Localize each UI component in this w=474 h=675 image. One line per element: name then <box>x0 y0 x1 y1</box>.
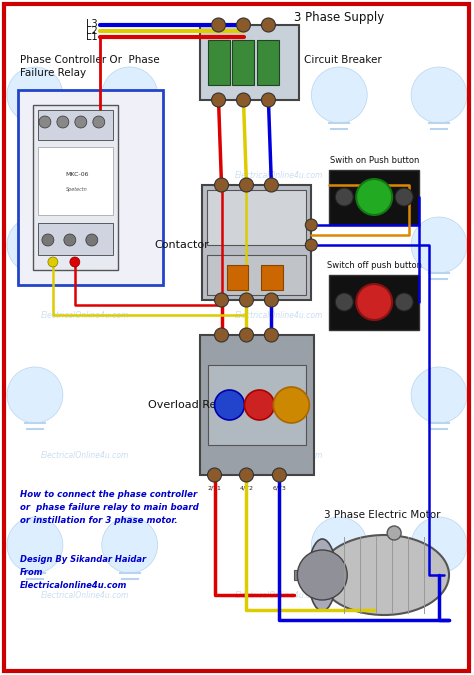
Circle shape <box>208 468 221 482</box>
Text: Circuit Breaker: Circuit Breaker <box>304 55 382 65</box>
Circle shape <box>7 217 63 273</box>
Circle shape <box>387 526 401 540</box>
Circle shape <box>305 239 317 251</box>
Circle shape <box>64 234 76 246</box>
Circle shape <box>273 468 286 482</box>
Text: MKC-06: MKC-06 <box>65 173 89 178</box>
Text: L2: L2 <box>86 26 98 36</box>
Text: Switch off push button: Switch off push button <box>327 261 422 270</box>
Circle shape <box>335 188 353 206</box>
FancyBboxPatch shape <box>200 25 300 100</box>
Circle shape <box>239 328 254 342</box>
Text: ElectricalOnline4u.com: ElectricalOnline4u.com <box>235 310 324 319</box>
FancyBboxPatch shape <box>18 90 163 285</box>
Circle shape <box>411 217 467 273</box>
Circle shape <box>262 18 275 32</box>
Circle shape <box>93 116 105 128</box>
Circle shape <box>102 517 158 573</box>
Circle shape <box>7 517 63 573</box>
FancyBboxPatch shape <box>201 185 311 300</box>
FancyBboxPatch shape <box>208 40 229 85</box>
Circle shape <box>311 67 367 123</box>
Circle shape <box>411 67 467 123</box>
Circle shape <box>42 234 54 246</box>
Circle shape <box>273 387 310 423</box>
Circle shape <box>215 328 228 342</box>
Text: ElectricalOnline4u.com: ElectricalOnline4u.com <box>41 591 129 599</box>
Circle shape <box>356 179 392 215</box>
Circle shape <box>239 468 254 482</box>
Text: How to connect the phase controller
or  phase failure relay to main board
or ins: How to connect the phase controller or p… <box>20 490 199 525</box>
FancyBboxPatch shape <box>200 335 314 475</box>
FancyBboxPatch shape <box>294 570 324 580</box>
Circle shape <box>311 517 367 573</box>
Circle shape <box>237 18 250 32</box>
Text: Swith on Push button: Swith on Push button <box>329 156 419 165</box>
Circle shape <box>264 328 278 342</box>
Circle shape <box>356 284 392 320</box>
Text: 3 Phase Electric Motor: 3 Phase Electric Motor <box>324 510 441 520</box>
FancyBboxPatch shape <box>232 40 255 85</box>
Circle shape <box>297 550 347 600</box>
Circle shape <box>102 67 158 123</box>
Circle shape <box>215 390 245 420</box>
Text: Contactor: Contactor <box>155 240 210 250</box>
Circle shape <box>211 18 226 32</box>
Text: Overload Relay: Overload Relay <box>148 400 233 410</box>
Circle shape <box>245 390 274 420</box>
Circle shape <box>395 293 413 311</box>
Circle shape <box>239 178 254 192</box>
Text: ElectricalOnline4u.com: ElectricalOnline4u.com <box>235 171 324 180</box>
Text: Design By Sikandar Haidar
From
Electricalonline4u.com: Design By Sikandar Haidar From Electrica… <box>20 555 146 591</box>
Circle shape <box>70 257 80 267</box>
Circle shape <box>215 293 228 307</box>
Ellipse shape <box>308 539 336 611</box>
Circle shape <box>215 178 228 192</box>
Text: 4/T2: 4/T2 <box>239 485 254 490</box>
Circle shape <box>264 178 278 192</box>
FancyBboxPatch shape <box>262 265 283 290</box>
Text: L3: L3 <box>86 19 98 29</box>
Text: Spetectn: Spetectn <box>66 188 88 192</box>
Circle shape <box>335 293 353 311</box>
Text: ElectricalOnline4u.com: ElectricalOnline4u.com <box>41 171 129 180</box>
FancyBboxPatch shape <box>38 147 113 215</box>
Text: L1: L1 <box>86 32 98 42</box>
Circle shape <box>75 116 87 128</box>
FancyBboxPatch shape <box>329 275 419 330</box>
FancyBboxPatch shape <box>329 170 419 225</box>
FancyBboxPatch shape <box>207 255 306 295</box>
FancyBboxPatch shape <box>33 105 118 270</box>
Circle shape <box>305 219 317 231</box>
Text: ElectricalOnline4u.com: ElectricalOnline4u.com <box>41 310 129 319</box>
Circle shape <box>411 517 467 573</box>
Circle shape <box>264 293 278 307</box>
Circle shape <box>239 293 254 307</box>
Circle shape <box>211 93 226 107</box>
FancyBboxPatch shape <box>38 110 113 140</box>
FancyBboxPatch shape <box>38 223 113 255</box>
Text: ElectricalOnline4u.com: ElectricalOnline4u.com <box>235 591 324 599</box>
Circle shape <box>7 67 63 123</box>
Text: ElectricalOnline4u.com: ElectricalOnline4u.com <box>235 450 324 460</box>
Ellipse shape <box>319 535 449 615</box>
Text: 2/T1: 2/T1 <box>208 485 221 490</box>
Text: 6/T3: 6/T3 <box>273 485 286 490</box>
Circle shape <box>57 116 69 128</box>
Circle shape <box>7 367 63 423</box>
Circle shape <box>395 188 413 206</box>
Text: Phase Controller Or  Phase
Failure Relay: Phase Controller Or Phase Failure Relay <box>20 55 160 78</box>
FancyBboxPatch shape <box>208 365 306 445</box>
Circle shape <box>262 93 275 107</box>
Circle shape <box>39 116 51 128</box>
Circle shape <box>86 234 98 246</box>
FancyBboxPatch shape <box>227 265 248 290</box>
Circle shape <box>237 93 250 107</box>
Circle shape <box>48 257 58 267</box>
FancyBboxPatch shape <box>257 40 279 85</box>
Circle shape <box>411 367 467 423</box>
Text: ElectricalOnline4u.com: ElectricalOnline4u.com <box>41 450 129 460</box>
Text: 3 Phase Supply: 3 Phase Supply <box>294 11 384 24</box>
FancyBboxPatch shape <box>207 190 306 245</box>
